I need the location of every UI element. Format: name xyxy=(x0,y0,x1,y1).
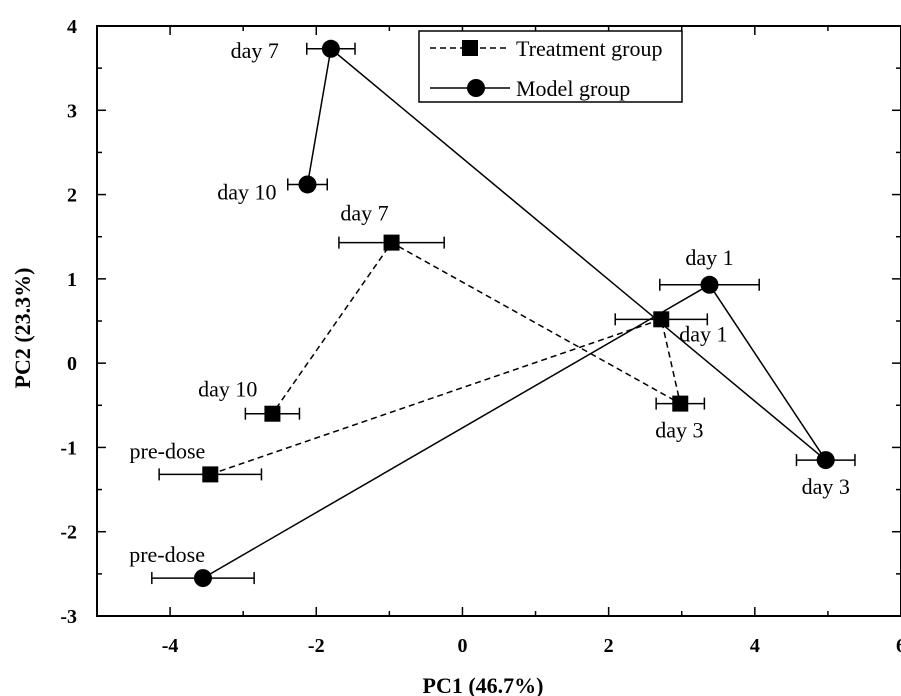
point-label: day 10 xyxy=(198,377,257,402)
x-tick-label: -4 xyxy=(162,635,179,657)
y-tick-label: -3 xyxy=(60,606,77,628)
legend-model-label: Model group xyxy=(516,76,630,101)
plot-frame xyxy=(96,25,901,617)
y-tick-label: 3 xyxy=(67,100,77,122)
x-axis-title: PC1 (46.7%) xyxy=(423,673,544,696)
series-layer xyxy=(151,39,856,588)
point-label: day 7 xyxy=(340,201,388,226)
point-label: day 10 xyxy=(217,179,276,204)
point-label: day 3 xyxy=(802,474,850,499)
circle-marker xyxy=(298,175,317,194)
legend-model-marker xyxy=(467,79,485,97)
y-tick-label: 4 xyxy=(67,16,77,38)
x-tick-label: 6 xyxy=(896,635,901,657)
y-tick-label: 1 xyxy=(67,269,77,291)
y-tick-label: 2 xyxy=(67,185,77,207)
point-label: pre-dose xyxy=(130,438,206,463)
y-tick-label: 0 xyxy=(67,353,77,375)
point-label: day 3 xyxy=(655,418,703,443)
square-marker xyxy=(264,405,281,422)
point-label: day 7 xyxy=(231,38,279,63)
point-label: day 1 xyxy=(685,245,733,270)
point-labels: pre-dose day 1 day 3 day 7 day 10 pre-dose day… xyxy=(129,38,850,567)
legend-treatment-label: Treatment group xyxy=(516,36,662,61)
circle-marker xyxy=(193,569,212,588)
point-label: pre-dose xyxy=(129,542,205,567)
circle-marker xyxy=(816,451,835,470)
legend: Treatment group Model group xyxy=(418,30,683,103)
x-tick-label: 4 xyxy=(750,635,760,657)
series-line-1 xyxy=(202,47,827,579)
square-marker xyxy=(383,234,400,251)
point-label: day 1 xyxy=(679,321,727,346)
square-marker xyxy=(672,395,689,412)
square-marker xyxy=(202,466,219,483)
axis-ticks xyxy=(96,25,901,617)
y-tick-label: -1 xyxy=(60,437,77,459)
x-tick-label: 0 xyxy=(457,635,467,657)
axis-tick-labels: -4 -2 0 2 4 6 -3 -2 -1 0 1 2 3 4 xyxy=(60,16,901,657)
y-tick-label: -2 xyxy=(60,522,77,544)
circle-marker xyxy=(700,275,719,294)
series-line-0 xyxy=(210,241,682,476)
x-tick-label: 2 xyxy=(604,635,614,657)
x-tick-label: -2 xyxy=(308,635,325,657)
y-axis-title: PC2 (23.3%) xyxy=(10,268,35,389)
legend-treatment-marker xyxy=(462,40,478,56)
circle-marker xyxy=(321,39,340,58)
